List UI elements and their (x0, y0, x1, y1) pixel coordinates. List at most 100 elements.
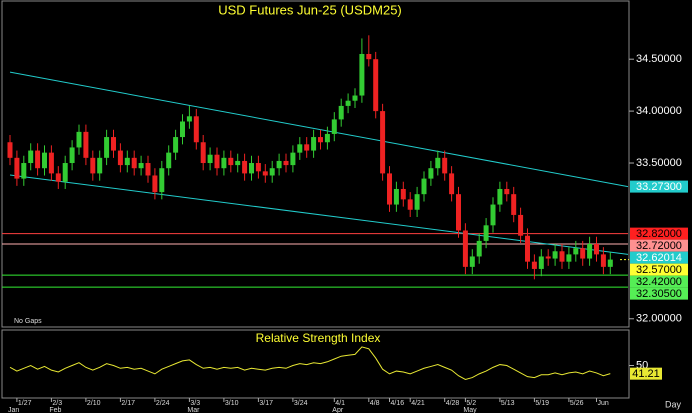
candle-body (200, 142, 206, 164)
x-tick-label: 5/13 (501, 400, 515, 407)
candle-body (393, 188, 399, 205)
candle-body (48, 152, 54, 174)
candle-body (345, 100, 351, 106)
candle-body (221, 157, 227, 169)
trend-line (9, 71, 629, 188)
chart-title: USD Futures Jun-25 (USDM25) (218, 2, 402, 17)
price-tag-bg (630, 251, 688, 264)
x-tick-label: 3/24 (294, 400, 308, 407)
candle-body (14, 157, 20, 179)
candle-body (407, 199, 413, 210)
candle-body (262, 171, 268, 176)
candle-body (69, 147, 75, 164)
candle-body (138, 163, 144, 169)
candle-body (538, 256, 544, 269)
candle-body (559, 251, 565, 262)
candle-body (573, 248, 579, 255)
candle-body (476, 240, 482, 257)
candle-body (186, 116, 192, 122)
x-tick-label: Jun (598, 400, 609, 407)
period: Day (665, 399, 682, 409)
candle-body (600, 254, 606, 267)
price-tag: 32.82000 (636, 228, 682, 240)
candle-body (359, 53, 365, 96)
y-tick-label: 33.50000 (636, 157, 682, 169)
candle-body (90, 157, 96, 174)
candle-body (35, 150, 41, 169)
rsi-panel (1, 329, 630, 399)
candle-body (249, 163, 254, 174)
price-tag-bg (630, 180, 688, 193)
candle-body (414, 194, 420, 210)
candle-body (338, 105, 344, 120)
candle-body (497, 188, 503, 205)
candle-body (352, 95, 358, 101)
candle-body (173, 137, 179, 153)
candle-body (207, 154, 213, 164)
candle-body (456, 194, 461, 231)
candle-body (111, 137, 116, 151)
candle-body (580, 248, 586, 259)
candle-body (76, 131, 82, 148)
month-label: Mar (187, 407, 200, 413)
candle-body (104, 137, 110, 158)
price-tag: 32.30500 (636, 288, 682, 300)
candle-body (421, 178, 427, 195)
candle-body (145, 163, 151, 176)
candle-body (366, 53, 372, 60)
rsi-tag-bg (630, 367, 662, 380)
candle-body (387, 173, 392, 205)
candle-body (97, 157, 103, 174)
x-tick-label: 4/21 (411, 400, 425, 407)
price-tag-bg (630, 227, 688, 240)
candle-body (152, 175, 158, 193)
candle-body (594, 244, 599, 255)
candle-body (124, 157, 130, 166)
x-tick-label: 4/1 (335, 400, 345, 407)
x-tick-label: 2/17 (121, 400, 135, 407)
candle-body (283, 160, 289, 166)
candle-body (469, 256, 475, 267)
month-label: Apr (332, 407, 344, 413)
rsi-title: Relative Strength Index (256, 331, 381, 345)
price-panel (1, 0, 630, 328)
candle-body (83, 131, 89, 158)
candle-body (255, 163, 261, 172)
candle-body (7, 142, 13, 158)
x-tick-label: 5/26 (570, 400, 584, 407)
candle-body (180, 121, 185, 138)
candle-body (373, 59, 379, 112)
candle-body (428, 168, 434, 179)
x-tick-label: 4/28 (446, 400, 460, 407)
candle-body (511, 194, 517, 215)
candle-body (117, 150, 123, 166)
price-tag: 32.42000 (636, 276, 682, 288)
x-tick-label: 1/27 (18, 400, 32, 407)
candle-body (290, 152, 296, 166)
x-tick-label: 3/3 (190, 400, 200, 407)
candle-body (566, 254, 572, 262)
candle-body (159, 168, 165, 193)
x-tick-label: 3/17 (259, 400, 273, 407)
price-tag-bg (630, 287, 688, 300)
candle-body (552, 251, 558, 259)
candle-body (42, 152, 47, 169)
x-tick-label: 3/10 (225, 400, 239, 407)
candle-body (504, 188, 510, 195)
candle-body (525, 235, 530, 262)
candle-body (400, 188, 406, 200)
x-tick-label: 4/16 (391, 400, 405, 407)
month-label: Feb (49, 407, 61, 413)
candle-body (324, 133, 330, 143)
month-label: May (463, 407, 477, 413)
candle-body (545, 256, 551, 259)
price-tag: 33.27300 (636, 181, 682, 193)
candle-body (228, 157, 234, 166)
candle-body (531, 261, 537, 269)
x-tick-label: 5/2 (466, 400, 476, 407)
y-tick-label: 34.00000 (636, 105, 682, 117)
month-label: Jan (8, 407, 19, 413)
candle-body (311, 137, 317, 151)
candle-body (242, 160, 248, 174)
candle-body (193, 116, 199, 143)
